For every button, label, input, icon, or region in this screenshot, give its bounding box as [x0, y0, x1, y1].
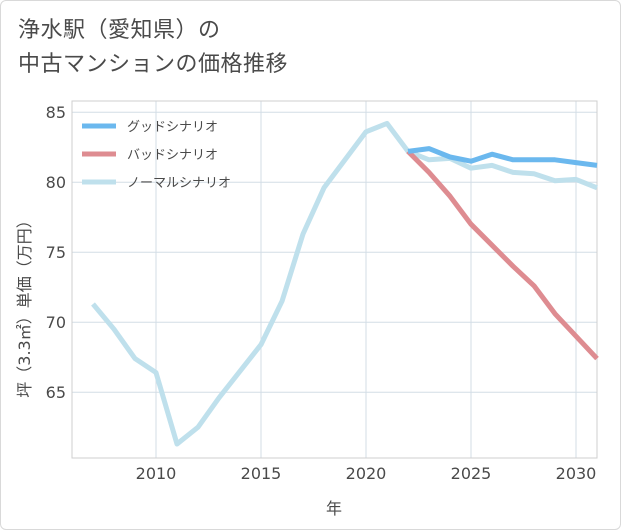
x-tick-label-2015: 2015 — [241, 464, 282, 483]
series-line-1 — [406, 149, 599, 361]
chart-title-line2: 中古マンションの価格推移 — [18, 52, 289, 77]
x-tick-label-2010: 2010 — [136, 464, 177, 483]
y-tick-label-65: 65 — [46, 383, 66, 402]
y-tick-label-85: 85 — [46, 103, 66, 122]
y-tick-label-75: 75 — [46, 243, 66, 262]
chart-title: 浄水駅（愛知県）の 中古マンションの価格推移 — [18, 14, 608, 82]
y-axis-title: 坪（3.3㎡）単価（万円） — [15, 212, 34, 397]
x-tick-labels: 2010 2015 2020 2025 2030 — [136, 464, 597, 483]
chart-title-line1: 浄水駅（愛知県）の — [18, 18, 221, 43]
series-line-2 — [91, 120, 598, 447]
series-lines — [91, 120, 599, 447]
plot-frame — [71, 100, 598, 459]
legend-label-2: ノーマルシナリオ — [127, 176, 231, 191]
y-tick-label-70: 70 — [46, 313, 66, 332]
y-tick-label-80: 80 — [46, 173, 66, 192]
y-tick-labels: 65 70 75 80 85 — [46, 103, 66, 402]
legend-label-1: バッドシナリオ — [127, 148, 218, 163]
series-line-0 — [407, 146, 598, 168]
x-tick-label-2030: 2030 — [556, 464, 597, 483]
x-tick-label-2020: 2020 — [346, 464, 387, 483]
legend-label-0: グッドシナリオ — [127, 120, 218, 135]
x-axis-title: 年 — [326, 499, 342, 518]
x-tick-label-2025: 2025 — [451, 464, 492, 483]
